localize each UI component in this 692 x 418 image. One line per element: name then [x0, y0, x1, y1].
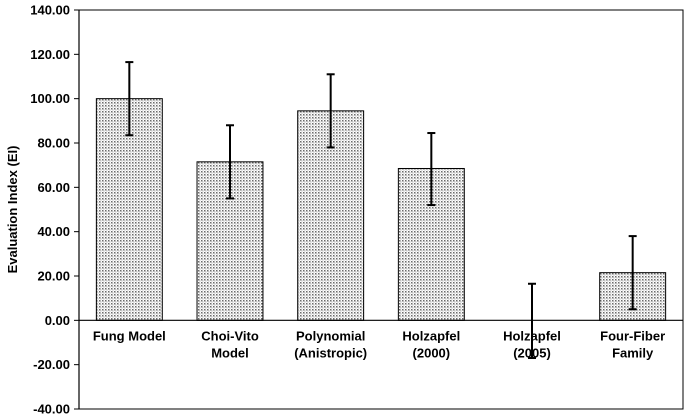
plot-frame	[78, 9, 684, 410]
x-category-label: (Anistropic)	[294, 345, 367, 360]
x-category-label: Holzapfel	[402, 328, 460, 343]
y-tick-label: 100.00	[30, 91, 70, 106]
y-tick-label: 140.00	[30, 3, 70, 18]
x-category-label: Family	[612, 345, 654, 360]
y-tick-label: -20.00	[33, 357, 70, 372]
x-category-label: (2000)	[413, 345, 451, 360]
y-tick-label: 0.00	[45, 313, 70, 328]
y-tick-label: -40.00	[33, 402, 70, 417]
y-tick-label: 80.00	[37, 136, 70, 151]
x-category-label: Holzapfel	[503, 328, 561, 343]
x-category-label: Polynomial	[296, 328, 365, 343]
y-axis-label: Evaluation Index (EI)	[5, 146, 20, 274]
y-tick-label: 60.00	[37, 180, 70, 195]
y-tick-label: 120.00	[30, 47, 70, 62]
y-tick-label: 20.00	[37, 269, 70, 284]
x-category-label: Fung Model	[93, 328, 166, 343]
x-category-label: Model	[211, 345, 249, 360]
y-tick-label: 40.00	[37, 224, 70, 239]
x-category-label: (2005)	[513, 345, 551, 360]
x-category-label: Choi-Vito	[201, 328, 259, 343]
x-category-label: Four-Fiber	[600, 328, 665, 343]
